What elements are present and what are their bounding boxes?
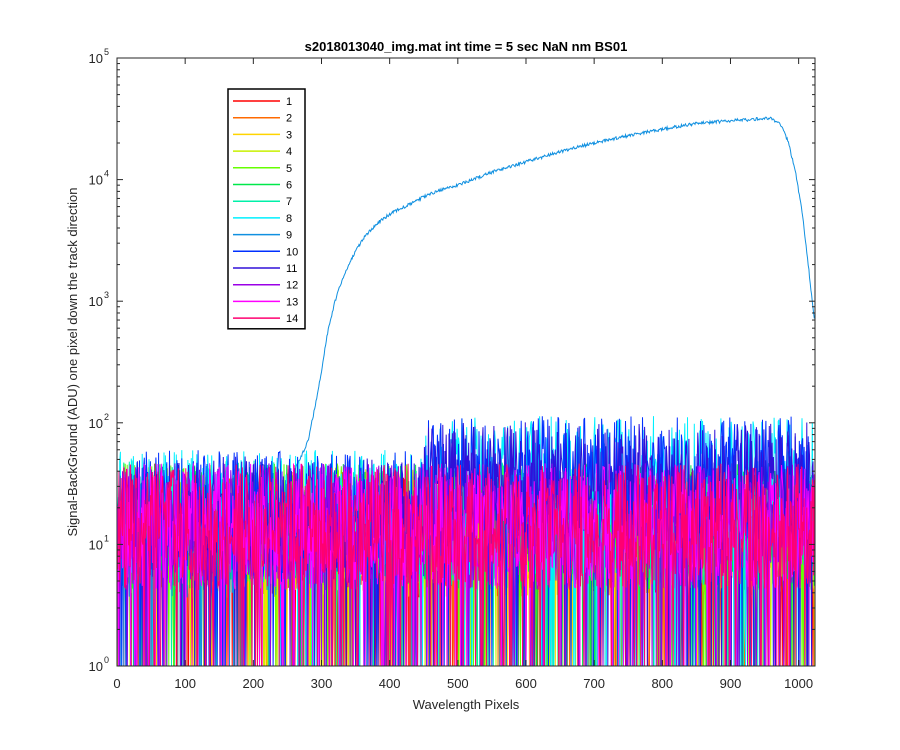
x-tick-label: 700 — [583, 676, 605, 691]
series-layer — [116, 116, 815, 667]
x-tick-label: 900 — [720, 676, 742, 691]
y-tick-label: 10 — [89, 51, 103, 66]
y-tick-label: 10 — [89, 537, 103, 552]
y-tick-label: 10 — [89, 294, 103, 309]
x-axis-label: Wavelength Pixels — [413, 697, 520, 712]
axes-box — [116, 57, 816, 667]
legend-entry-1: 1 — [286, 96, 292, 108]
legend-entry-14: 14 — [286, 313, 298, 325]
x-tick-label: 400 — [379, 676, 401, 691]
y-tick-exponent: 2 — [104, 412, 109, 422]
x-tick-label: 600 — [515, 676, 537, 691]
y-tick-label: 10 — [89, 416, 103, 431]
legend-box — [227, 88, 306, 330]
chart-title: s2018013040_img.mat int time = 5 sec NaN… — [305, 39, 628, 54]
y-tick-exponent: 3 — [104, 290, 109, 300]
y-tick-exponent: 0 — [104, 655, 109, 665]
y-tick-exponent: 5 — [104, 47, 109, 57]
legend-entry-13: 13 — [286, 296, 298, 308]
legend-entry-7: 7 — [286, 196, 292, 208]
x-tick-label: 500 — [447, 676, 469, 691]
y-tick-label: 10 — [89, 659, 103, 674]
x-tick-label: 800 — [651, 676, 673, 691]
legend-entry-12: 12 — [286, 280, 298, 292]
legend-entry-8: 8 — [286, 213, 292, 225]
legend-entry-5: 5 — [286, 163, 292, 175]
series-14-line — [116, 463, 815, 667]
y-axis-label: Signal-BackGround (ADU) one pixel down t… — [65, 187, 80, 536]
series-11-line — [116, 422, 815, 667]
series-9-line — [116, 116, 815, 667]
y-tick-label: 10 — [89, 173, 103, 188]
y-tick-exponent: 4 — [104, 169, 109, 179]
y-tick-exponent: 1 — [104, 533, 109, 543]
legend-entry-9: 9 — [286, 230, 292, 242]
x-tick-label: 200 — [242, 676, 264, 691]
legend-entry-6: 6 — [286, 180, 292, 192]
x-tick-label: 100 — [174, 676, 196, 691]
legend-entry-11: 11 — [286, 263, 297, 275]
legend-entry-10: 10 — [286, 246, 298, 258]
x-tick-label: 1000 — [784, 676, 813, 691]
legend-entry-4: 4 — [286, 146, 292, 158]
legend-entry-2: 2 — [286, 113, 292, 125]
x-tick-label: 300 — [311, 676, 333, 691]
x-tick-label: 0 — [113, 676, 120, 691]
legend-entry-3: 3 — [286, 129, 292, 141]
